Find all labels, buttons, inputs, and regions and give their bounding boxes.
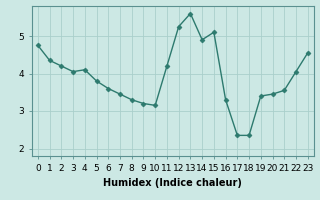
X-axis label: Humidex (Indice chaleur): Humidex (Indice chaleur)	[103, 178, 242, 188]
